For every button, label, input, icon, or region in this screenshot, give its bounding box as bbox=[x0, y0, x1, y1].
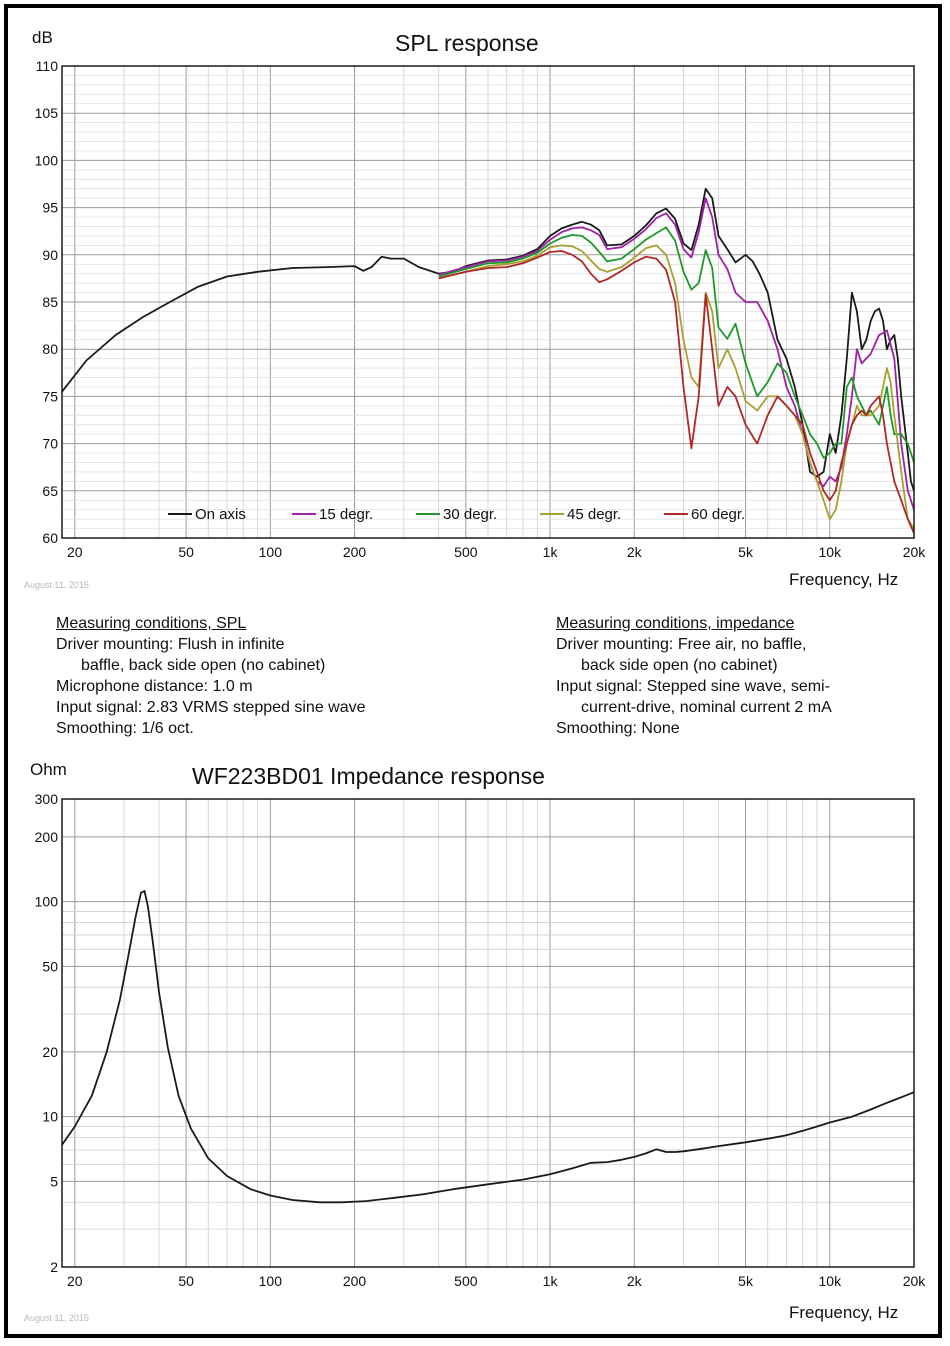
imp-y-unit: Ohm bbox=[30, 760, 67, 779]
imp-x-tick-label: 2k bbox=[627, 1273, 643, 1289]
imp-date-stamp: August 11, 2015 bbox=[24, 1313, 89, 1323]
impedance-conditions-heading: Measuring conditions, impedance bbox=[556, 615, 795, 632]
spl-y-tick-label: 65 bbox=[42, 483, 58, 499]
spl-series-5 bbox=[438, 250, 915, 534]
spl-y-tick-label: 105 bbox=[35, 105, 59, 121]
spl-y-tick-label: 75 bbox=[42, 388, 58, 404]
imp-x-tick-label: 100 bbox=[259, 1273, 283, 1289]
spl-x-tick-label: 10k bbox=[819, 544, 843, 560]
spl-legend-label: 45 degr. bbox=[567, 506, 621, 523]
imp-x-tick-label: 50 bbox=[178, 1273, 194, 1289]
imp-x-tick-label: 200 bbox=[343, 1273, 367, 1289]
spl-x-tick-label: 1k bbox=[543, 544, 559, 560]
spl-x-tick-label: 200 bbox=[343, 544, 367, 560]
spl-x-axis-title: Frequency, Hz bbox=[789, 570, 899, 589]
imp-x-tick-label: 10k bbox=[819, 1273, 843, 1289]
spl-y-tick-label: 100 bbox=[35, 152, 59, 168]
spl-y-tick-label: 60 bbox=[42, 530, 58, 546]
spl-x-tick-label: 20 bbox=[67, 544, 83, 560]
impedance-condition-line: Smoothing: None bbox=[556, 720, 680, 737]
imp-y-tick-label: 100 bbox=[35, 894, 59, 910]
page-frame bbox=[4, 4, 942, 1338]
spl-legend-item: 60 degr. bbox=[664, 506, 745, 523]
spl-legend-label: 60 degr. bbox=[691, 506, 745, 523]
spl-condition-line: Input signal: 2.83 VRMS stepped sine wav… bbox=[56, 699, 366, 716]
spl-condition-line: baffle, back side open (no cabinet) bbox=[81, 657, 326, 674]
spl-plot-border bbox=[61, 65, 915, 539]
spl-condition-line: Smoothing: 1/6 oct. bbox=[56, 720, 194, 737]
spl-chart-title: SPL response bbox=[395, 30, 539, 56]
spl-grid bbox=[62, 65, 915, 539]
imp-x-tick-label: 1k bbox=[543, 1273, 559, 1289]
spl-series-3 bbox=[438, 226, 915, 463]
spl-legend-label: 15 degr. bbox=[319, 506, 373, 523]
spl-y-tick-label: 85 bbox=[42, 294, 58, 310]
spl-x-tick-label: 20k bbox=[903, 544, 927, 560]
imp-x-tick-label: 5k bbox=[738, 1273, 754, 1289]
spl-legend-label: 30 degr. bbox=[443, 506, 497, 523]
impedance-condition-line: Driver mounting: Free air, no baffle, bbox=[556, 636, 807, 653]
spl-legend-item: 30 degr. bbox=[416, 506, 497, 523]
spl-conditions: Measuring conditions, SPL Driver mountin… bbox=[56, 613, 366, 739]
impedance-condition-line: current-drive, nominal current 2 mA bbox=[581, 699, 832, 716]
imp-y-tick-label: 200 bbox=[35, 829, 59, 845]
spl-x-tick-label: 100 bbox=[259, 544, 283, 560]
spl-y-tick-label: 80 bbox=[42, 341, 58, 357]
imp-x-tick-label: 20k bbox=[903, 1273, 927, 1289]
spl-y-tick-label: 95 bbox=[42, 200, 58, 216]
spl-condition-line: Microphone distance: 1.0 m bbox=[56, 678, 253, 695]
spl-y-tick-label: 70 bbox=[42, 436, 58, 452]
spl-x-tick-label: 50 bbox=[178, 544, 194, 560]
imp-y-tick-label: 10 bbox=[42, 1109, 58, 1125]
imp-y-tick-label: 300 bbox=[35, 791, 59, 807]
imp-plot-border bbox=[61, 798, 915, 1268]
imp-chart-title: WF223BD01 Impedance response bbox=[192, 763, 545, 789]
impedance-condition-line: Input signal: Stepped sine wave, semi- bbox=[556, 678, 830, 695]
spl-date-stamp: August 11, 2015 bbox=[24, 580, 89, 590]
imp-x-tick-label: 20 bbox=[67, 1273, 83, 1289]
spl-condition-line: Driver mounting: Flush in infinite bbox=[56, 636, 285, 653]
spl-x-tick-label: 2k bbox=[627, 544, 643, 560]
spl-y-unit: dB bbox=[32, 28, 53, 47]
impedance-condition-line: back side open (no cabinet) bbox=[581, 657, 778, 674]
spl-y-tick-label: 90 bbox=[42, 247, 58, 263]
spl-legend-label: On axis bbox=[195, 506, 246, 523]
imp-x-tick-label: 500 bbox=[454, 1273, 478, 1289]
spl-x-tick-label: 500 bbox=[454, 544, 478, 560]
imp-series-1 bbox=[61, 890, 915, 1204]
impedance-conditions: Measuring conditions, impedance Driver m… bbox=[556, 613, 832, 739]
spl-legend-item: On axis bbox=[168, 506, 246, 523]
spl-legend-item: 45 degr. bbox=[540, 506, 621, 523]
imp-y-tick-label: 2 bbox=[50, 1259, 58, 1275]
spl-series-1 bbox=[61, 187, 915, 492]
spl-conditions-heading: Measuring conditions, SPL bbox=[56, 615, 247, 632]
imp-y-tick-label: 50 bbox=[42, 958, 58, 974]
impedance-chart: 20 50 100 200 500 1k 2k 5k 10k 20k 2 5 10 20 50 100 200 3… bbox=[35, 791, 927, 1289]
imp-y-tick-label: 5 bbox=[50, 1173, 58, 1189]
spl-chart: 20 50 100 200 500 1k 2k 5k 10k 20k 60 65 70 75 80 85 90 9… bbox=[35, 58, 927, 560]
imp-grid bbox=[62, 798, 915, 1268]
spl-y-tick-label: 110 bbox=[36, 58, 59, 74]
imp-y-tick-label: 20 bbox=[42, 1044, 58, 1060]
spl-series-2 bbox=[438, 197, 915, 510]
spl-x-tick-label: 5k bbox=[738, 544, 754, 560]
imp-x-axis-title: Frequency, Hz bbox=[789, 1303, 899, 1322]
spl-legend-item: 15 degr. bbox=[292, 506, 373, 523]
